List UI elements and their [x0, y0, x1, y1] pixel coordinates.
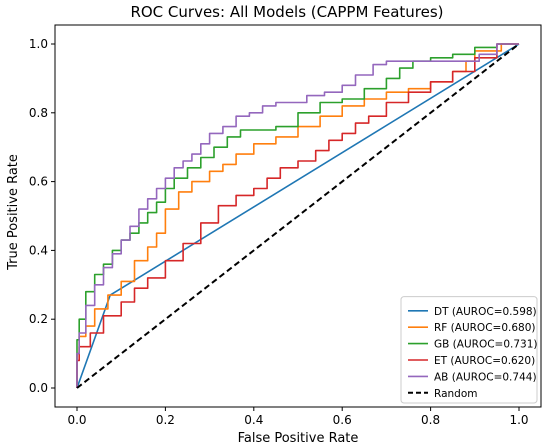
- x-tick-label: 0.6: [333, 413, 352, 427]
- legend-label: Random: [434, 388, 477, 400]
- y-tick-label: 0.4: [29, 243, 48, 257]
- series-line-ab: [76, 43, 519, 388]
- series-line-random: [76, 43, 520, 389]
- legend-label: GB (AUROC=0.731): [434, 339, 538, 351]
- chart-title: ROC Curves: All Models (CAPPM Features): [130, 3, 443, 21]
- x-tick-label: 0.8: [421, 413, 440, 427]
- legend-box: [400, 296, 538, 404]
- y-tick-label: 0.8: [29, 106, 48, 120]
- y-tick-label: 0.2: [29, 312, 48, 326]
- x-tick-label: 0.2: [156, 413, 175, 427]
- legend-label: AB (AUROC=0.744): [434, 371, 537, 383]
- y-axis-label: True Positive Rate: [6, 154, 21, 271]
- x-tick-label: 1.0: [509, 413, 528, 427]
- x-tick-label: 0.4: [244, 413, 263, 427]
- legend-label: ET (AUROC=0.620): [434, 355, 535, 367]
- x-tick-label: 0.0: [67, 413, 86, 427]
- y-tick-label: 1.0: [29, 37, 48, 51]
- ticks-layer: 0.0 0.2 0.4 0.6 0.8 1.0 0.0 0.2 0.4 0.6 0.8 1.0: [29, 37, 529, 427]
- legend-label: DT (AUROC=0.598): [434, 306, 537, 318]
- series-layer: [76, 43, 520, 389]
- plot-frame: [54, 24, 542, 408]
- y-tick-label: 0.0: [29, 381, 48, 395]
- legend-label: RF (AUROC=0.680): [434, 322, 535, 334]
- legend: DT (AUROC=0.598) RF (AUROC=0.680) GB (AURO…: [400, 296, 538, 404]
- series-line-et: [76, 43, 519, 388]
- x-axis-label: False Positive Rate: [238, 431, 359, 446]
- y-tick-label: 0.6: [29, 175, 48, 189]
